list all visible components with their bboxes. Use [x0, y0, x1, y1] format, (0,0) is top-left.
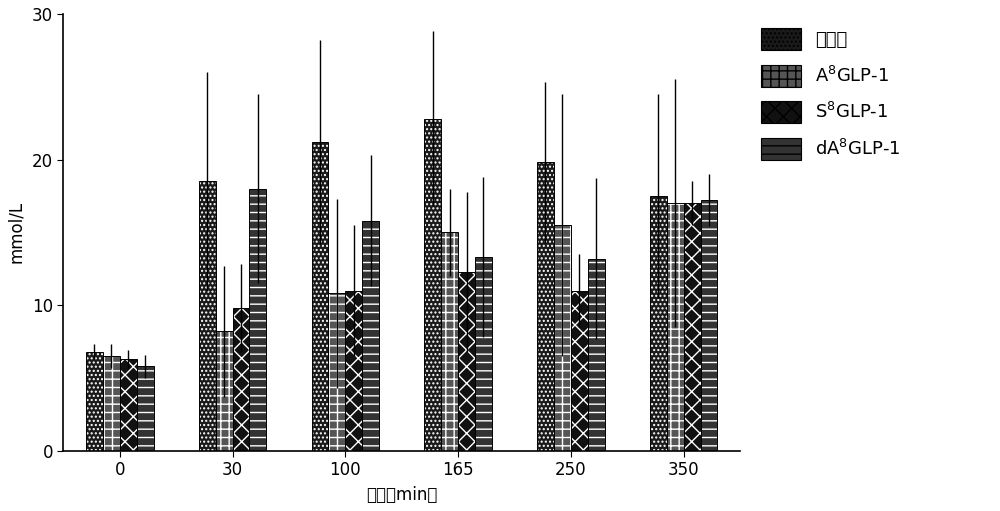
Bar [684, 203, 701, 451]
Bar [312, 142, 328, 451]
Bar [328, 293, 345, 451]
X-axis label: 时间（min）: 时间（min） [366, 486, 437, 504]
Bar [137, 366, 154, 451]
Bar [362, 221, 379, 451]
Bar [571, 291, 588, 451]
Bar [554, 225, 571, 451]
Bar [312, 142, 328, 451]
Bar [103, 356, 120, 451]
Bar [103, 356, 120, 451]
Bar [571, 291, 588, 451]
Bar [249, 189, 266, 451]
Bar [475, 257, 492, 451]
Y-axis label: mmol/L: mmol/L [7, 201, 25, 263]
Bar [120, 359, 137, 451]
Bar [554, 225, 571, 451]
Bar [650, 196, 667, 451]
Bar [120, 359, 137, 451]
Bar [216, 331, 233, 451]
Bar [650, 196, 667, 451]
Bar [441, 233, 458, 451]
Bar [537, 162, 554, 451]
Bar [233, 308, 249, 451]
Bar [233, 308, 249, 451]
Bar [86, 352, 103, 451]
Bar [137, 366, 154, 451]
Bar [199, 181, 216, 451]
Bar [701, 200, 717, 451]
Bar [588, 259, 605, 451]
Bar [345, 291, 362, 451]
Legend: 葫葡糖, A$^8$GLP-1, S$^8$GLP-1, dA$^8$GLP-1: 葫葡糖, A$^8$GLP-1, S$^8$GLP-1, dA$^8$GLP-1 [756, 23, 906, 165]
Bar [458, 272, 475, 451]
Bar [441, 233, 458, 451]
Bar [588, 259, 605, 451]
Bar [199, 181, 216, 451]
Bar [249, 189, 266, 451]
Bar [216, 331, 233, 451]
Bar [475, 257, 492, 451]
Bar [667, 203, 684, 451]
Bar [345, 291, 362, 451]
Bar [424, 119, 441, 451]
Bar [424, 119, 441, 451]
Bar [684, 203, 701, 451]
Bar [328, 293, 345, 451]
Bar [362, 221, 379, 451]
Bar [537, 162, 554, 451]
Bar [86, 352, 103, 451]
Bar [667, 203, 684, 451]
Bar [701, 200, 717, 451]
Bar [458, 272, 475, 451]
